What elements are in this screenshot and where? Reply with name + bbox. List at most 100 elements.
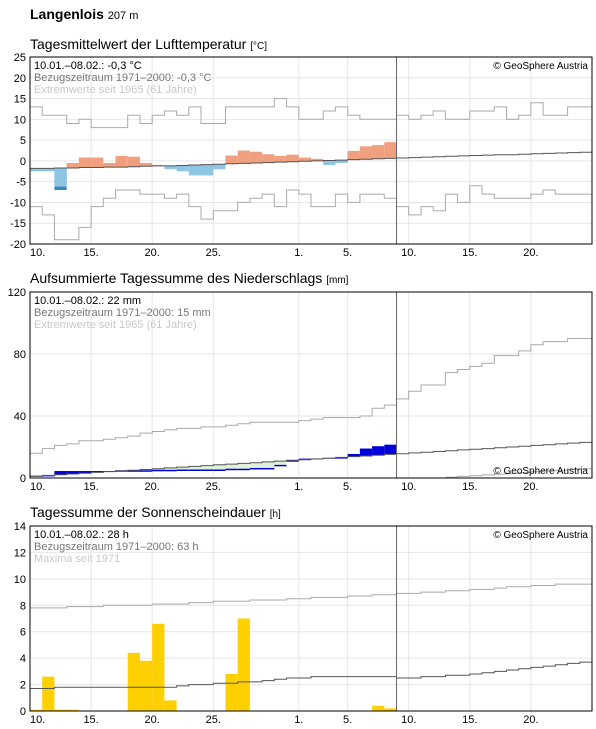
sunshine-max-line: [30, 583, 592, 609]
sunshine-bar: [225, 674, 238, 711]
x-tick-label: 15.: [83, 247, 98, 259]
temperature-chart: -20 -15 -10 -5 0 5 10 15 20 25 10. 15. 20. 25. 1. 5. 10.…: [10, 52, 593, 259]
x-tick-label: 5.: [343, 481, 352, 493]
precipitation-bar: [359, 448, 373, 456]
temperature-bar: [274, 155, 287, 163]
temperature-bar: [262, 154, 275, 163]
temperature-bar: [42, 168, 55, 172]
temperature-bar-anomaly: [54, 167, 67, 187]
legend-line: Extremwerte seit 1965 (61 Jahre): [34, 84, 197, 96]
temperature-bar: [91, 157, 104, 168]
precipitation-bar: [298, 458, 311, 460]
precipitation-unit: [mm]: [326, 275, 349, 286]
temperature-bar: [127, 156, 140, 167]
temperature-bar: [311, 158, 324, 161]
y-tick-label: 4: [20, 653, 26, 665]
legend-line: 10.01.–08.02.: 28 h: [34, 529, 129, 541]
temperature-bar: [139, 162, 153, 167]
precipitation-deficit-bar: [201, 465, 214, 471]
page-title: Langenlois 207 m: [30, 6, 138, 22]
precipitation-max-line: [30, 338, 592, 454]
precipitation-deficit-bar: [213, 464, 226, 471]
y-tick-label: 20: [14, 73, 26, 85]
temperature-bar: [78, 157, 92, 168]
x-tick-label: 15.: [462, 247, 477, 259]
x-tick-label: 15.: [462, 481, 477, 493]
legend-line: Bezugszeitraum 1971–2000: -0,3 °C: [34, 72, 212, 84]
x-tick-label: 15.: [83, 714, 98, 726]
y-tick-label: 5: [20, 135, 26, 147]
sunshine-chart: 0 2 4 6 8 10 12 14 10. 15. 20. 25. 1. 5. 10. 15. 20. 10.0…: [14, 521, 593, 726]
copyright-label: © GeoSphere Austria: [493, 61, 588, 72]
x-tick-label: 20.: [145, 714, 160, 726]
temperature-bar: [103, 162, 116, 168]
x-tick-label: 10.: [401, 481, 416, 493]
temperature-bar: [201, 164, 214, 176]
precipitation-min-line: [445, 468, 592, 478]
precipitation-deficit-bar: [274, 461, 287, 466]
temperature-bar: [213, 164, 226, 170]
precipitation-chart-title: Aufsummierte Tagessumme des Niederschlag…: [30, 270, 349, 286]
legend-line: Maxima seit 1971: [34, 553, 120, 565]
temperature-plot-frame: [29, 56, 593, 245]
precipitation-deficit-bar: [237, 463, 250, 470]
x-tick-label: 10.: [401, 714, 416, 726]
sunshine-bar: [164, 700, 177, 711]
temperature-bar: [164, 165, 177, 170]
y-tick-label: 6: [20, 627, 26, 639]
precipitation-deficit-bar: [188, 466, 202, 471]
y-tick-label: 0: [20, 156, 26, 168]
x-tick-label: 10.: [30, 481, 45, 493]
y-tick-label: -15: [10, 218, 26, 230]
x-tick-label: 5.: [343, 714, 352, 726]
x-tick-label: 25.: [206, 481, 221, 493]
temperature-bar: [359, 146, 373, 160]
y-tick-label: 0: [20, 473, 26, 485]
temperature-bar: [372, 145, 385, 159]
temperature-bar: [225, 155, 238, 164]
temperature-bar: [115, 155, 128, 168]
sunshine-bar: [384, 708, 397, 711]
y-tick-label: 10: [14, 574, 26, 586]
x-tick-label: 5.: [343, 247, 352, 259]
sunshine-reference-line: [30, 661, 592, 689]
y-tick-label: 15: [14, 94, 26, 106]
sunshine-bar: [152, 623, 165, 711]
y-tick-label: 12: [14, 547, 26, 559]
y-tick-label: -20: [10, 239, 26, 251]
sunshine-bar: [127, 652, 140, 711]
station-name: Langenlois: [30, 6, 104, 22]
y-tick-label: 25: [14, 52, 26, 64]
x-tick-label: 15.: [462, 714, 477, 726]
x-tick-label: 25.: [206, 714, 221, 726]
x-tick-label: 20.: [145, 481, 160, 493]
y-tick-label: 40: [14, 411, 26, 423]
temperature-bar: [188, 165, 202, 176]
x-tick-label: 10.: [30, 714, 45, 726]
precipitation-bar: [66, 471, 79, 474]
sunshine-bar: [66, 709, 79, 711]
sunshine-plot-frame: [29, 525, 593, 712]
precipitation-deficit-bar: [152, 468, 165, 471]
precipitation-bar: [347, 453, 360, 457]
temperature-bar: [176, 165, 189, 172]
temperature-bar: [237, 150, 250, 164]
sunshine-chart-title: Tagessumme der Sonnenscheindauer [h]: [30, 504, 281, 520]
precipitation-bar: [54, 471, 67, 475]
x-tick-label: 15.: [83, 481, 98, 493]
precipitation-deficit-bar: [249, 462, 263, 469]
temperature-max-line: [30, 98, 592, 129]
copyright-label: © GeoSphere Austria: [493, 466, 588, 477]
temperature-unit: [°C]: [250, 41, 267, 52]
temperature-min-line: [30, 185, 592, 241]
x-tick-label: 1.: [294, 247, 303, 259]
temperature-bar: [286, 154, 299, 162]
precipitation-deficit-bar: [164, 467, 177, 471]
temperature-bar: [249, 151, 263, 163]
x-tick-label: 10.: [401, 247, 416, 259]
y-tick-label: 8: [20, 600, 26, 612]
x-tick-label: 10.: [30, 247, 45, 259]
legend-line: Bezugszeitraum 1971–2000: 63 h: [34, 541, 199, 553]
y-tick-label: 14: [14, 521, 26, 533]
